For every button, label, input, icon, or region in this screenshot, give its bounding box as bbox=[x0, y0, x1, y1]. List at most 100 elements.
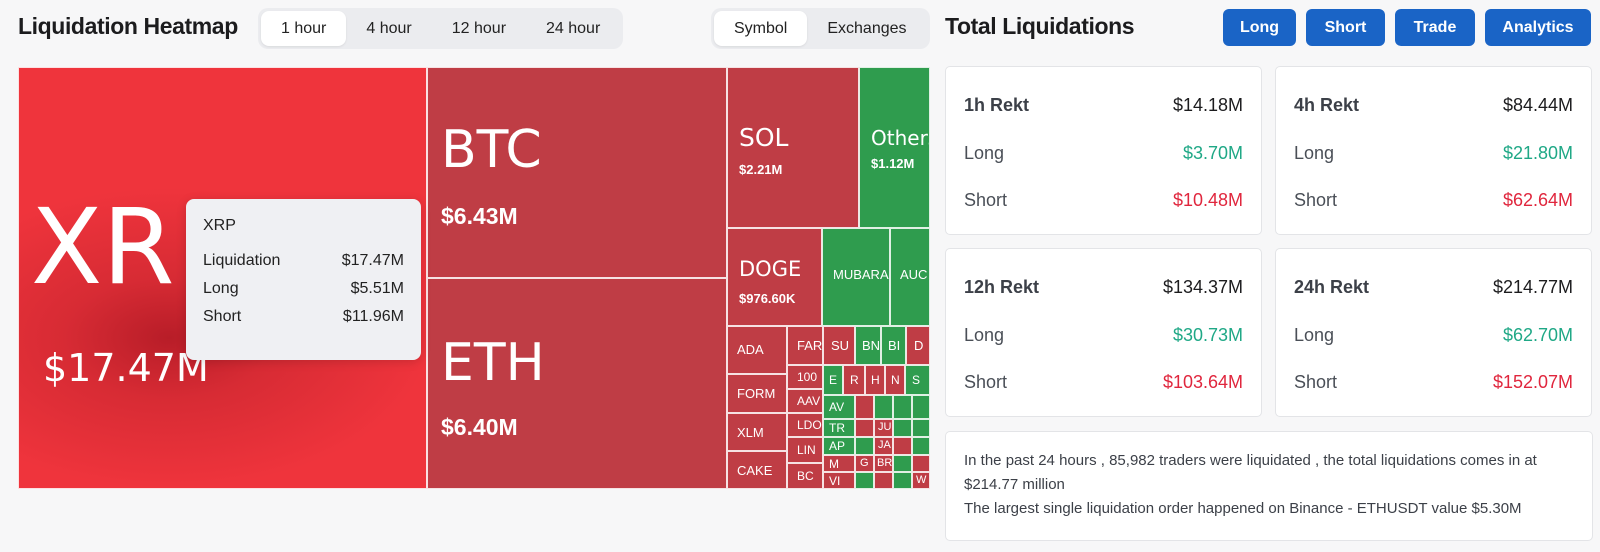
short-button[interactable]: Short bbox=[1306, 9, 1385, 46]
tile-n[interactable]: N bbox=[885, 365, 905, 395]
tile-small-1[interactable] bbox=[855, 395, 874, 419]
card-total: $134.37M bbox=[1162, 277, 1243, 297]
tab-24-hour[interactable]: 24 hour bbox=[546, 19, 601, 37]
tile-symbol: H bbox=[871, 373, 880, 387]
tile-small-10[interactable] bbox=[912, 437, 930, 455]
tile-small-6[interactable] bbox=[893, 419, 912, 437]
analytics-button[interactable]: Analytics bbox=[1485, 9, 1591, 46]
card-short-row: Short $103.64M bbox=[964, 372, 1243, 393]
tile-s[interactable]: S bbox=[905, 365, 930, 395]
tile-aave[interactable]: AAV bbox=[787, 389, 823, 413]
tile-small-11[interactable] bbox=[893, 455, 912, 472]
tab-symbol[interactable]: Symbol bbox=[714, 11, 808, 46]
tile-symbol: BI bbox=[888, 338, 901, 353]
tile-small-12[interactable] bbox=[912, 455, 930, 472]
tile-sol[interactable]: SOL $2.21M bbox=[727, 67, 859, 228]
tile-mubara[interactable]: MUBARA bbox=[822, 228, 890, 326]
tile-small-13[interactable] bbox=[855, 472, 874, 489]
card-long-row: Long $3.70M bbox=[964, 143, 1243, 164]
tile-symbol: G bbox=[860, 457, 869, 469]
tile-symbol: DOGE bbox=[739, 257, 802, 281]
tile-small-9[interactable] bbox=[893, 437, 912, 455]
tab-12-hour[interactable]: 12 hour bbox=[451, 19, 507, 37]
tile-small-5[interactable] bbox=[855, 419, 874, 437]
tile-symbol: XLM bbox=[737, 425, 764, 440]
tile-tr[interactable]: TR bbox=[823, 419, 855, 437]
tile-symbol: JU bbox=[878, 421, 892, 433]
tooltip-value: $5.51M bbox=[350, 280, 404, 297]
tile-bi[interactable]: BI bbox=[881, 326, 906, 365]
tile-av[interactable]: AV bbox=[823, 395, 855, 419]
tile-symbol: ADA bbox=[737, 342, 764, 357]
short-label: Short bbox=[1294, 190, 1338, 210]
tile-ldo[interactable]: LDO bbox=[787, 413, 823, 437]
tile-symbol: SOL bbox=[739, 123, 789, 152]
tooltip-row-long: Long $5.51M bbox=[203, 280, 404, 298]
tile-small-15[interactable] bbox=[893, 472, 912, 489]
tab-4-hour[interactable]: 4 hour bbox=[366, 19, 412, 37]
tile-bch[interactable]: BC bbox=[787, 463, 823, 489]
tile-value: $976.60K bbox=[739, 291, 796, 306]
tab-1-hour[interactable]: 1 hour bbox=[261, 11, 347, 46]
short-value: $103.64M bbox=[1162, 372, 1243, 392]
tile-ada[interactable]: ADA bbox=[727, 326, 787, 374]
tile-form[interactable]: FORM bbox=[727, 374, 787, 413]
tile-bn[interactable]: BN bbox=[855, 326, 881, 365]
tile-small-8[interactable] bbox=[855, 437, 874, 455]
tile-eth[interactable]: ETH $6.40M bbox=[427, 278, 727, 489]
tile-small-3[interactable] bbox=[893, 395, 912, 419]
tile-vi[interactable]: VI bbox=[823, 472, 855, 489]
tile-symbol: N bbox=[891, 373, 900, 387]
tile-100[interactable]: 100 bbox=[787, 365, 823, 389]
tile-doge[interactable]: DOGE $976.60K bbox=[727, 228, 822, 326]
tile-others[interactable]: Others $1.12M bbox=[859, 67, 930, 228]
time-range-tabs: 1 hour 4 hour 12 hour 24 hour bbox=[258, 8, 624, 49]
tile-g[interactable]: G bbox=[855, 455, 874, 472]
rekt-card-24h: 24h Rekt $214.77M Long $62.70M Short $15… bbox=[1275, 248, 1592, 417]
card-total: $214.77M bbox=[1492, 277, 1573, 297]
tile-link[interactable]: LIN bbox=[787, 437, 823, 463]
tile-small-7[interactable] bbox=[912, 419, 930, 437]
card-short-row: Short $10.48M bbox=[964, 190, 1243, 211]
tile-h[interactable]: H bbox=[865, 365, 885, 395]
tile-auc[interactable]: AUC bbox=[890, 228, 930, 326]
tile-symbol: AUC bbox=[900, 267, 928, 282]
tile-m[interactable]: M bbox=[823, 455, 855, 472]
card-title: 12h Rekt bbox=[964, 277, 1040, 297]
card-title: 1h Rekt bbox=[964, 95, 1030, 115]
tile-ap[interactable]: AP bbox=[823, 437, 855, 455]
tooltip-value: $11.96M bbox=[342, 308, 404, 325]
tile-br[interactable]: BR bbox=[874, 455, 893, 472]
tile-symbol: FORM bbox=[737, 386, 776, 401]
liquidation-heatmap: XR $17.47M BTC $6.43M ETH $6.40M SOL $2.… bbox=[18, 67, 930, 489]
tile-symbol: FAR bbox=[797, 338, 823, 353]
tile-ju[interactable]: JU bbox=[874, 419, 893, 437]
card-short-row: Short $152.07M bbox=[1294, 372, 1573, 393]
tile-btc[interactable]: BTC $6.43M bbox=[427, 67, 727, 278]
tile-symbol: CAKE bbox=[737, 463, 773, 478]
card-long-row: Long $21.80M bbox=[1294, 143, 1573, 164]
tab-exchanges[interactable]: Exchanges bbox=[827, 19, 907, 37]
tile-value: $1.12M bbox=[871, 156, 915, 171]
tile-xlm[interactable]: XLM bbox=[727, 413, 787, 451]
tile-far[interactable]: FAR bbox=[787, 326, 823, 365]
card-short-row: Short $62.64M bbox=[1294, 190, 1573, 211]
tile-w[interactable]: W bbox=[912, 472, 930, 489]
tile-small-14[interactable] bbox=[874, 472, 893, 489]
tile-symbol: XR bbox=[31, 186, 175, 308]
tooltip-label: Short bbox=[203, 308, 242, 325]
tile-cake[interactable]: CAKE bbox=[727, 451, 787, 489]
tile-d[interactable]: D bbox=[906, 326, 930, 365]
tile-r[interactable]: R bbox=[843, 365, 865, 395]
tile-small-2[interactable] bbox=[874, 395, 893, 419]
tile-small-4[interactable] bbox=[912, 395, 930, 419]
short-label: Short bbox=[964, 190, 1008, 210]
tile-symbol: JA bbox=[878, 439, 891, 451]
long-button[interactable]: Long bbox=[1223, 9, 1296, 46]
trade-button[interactable]: Trade bbox=[1395, 9, 1475, 46]
tile-symbol: TR bbox=[829, 421, 845, 435]
long-value: $21.80M bbox=[1502, 143, 1573, 163]
tile-e[interactable]: E bbox=[823, 365, 843, 395]
tile-sui[interactable]: SU bbox=[823, 326, 855, 365]
tile-ja[interactable]: JA bbox=[874, 437, 893, 455]
